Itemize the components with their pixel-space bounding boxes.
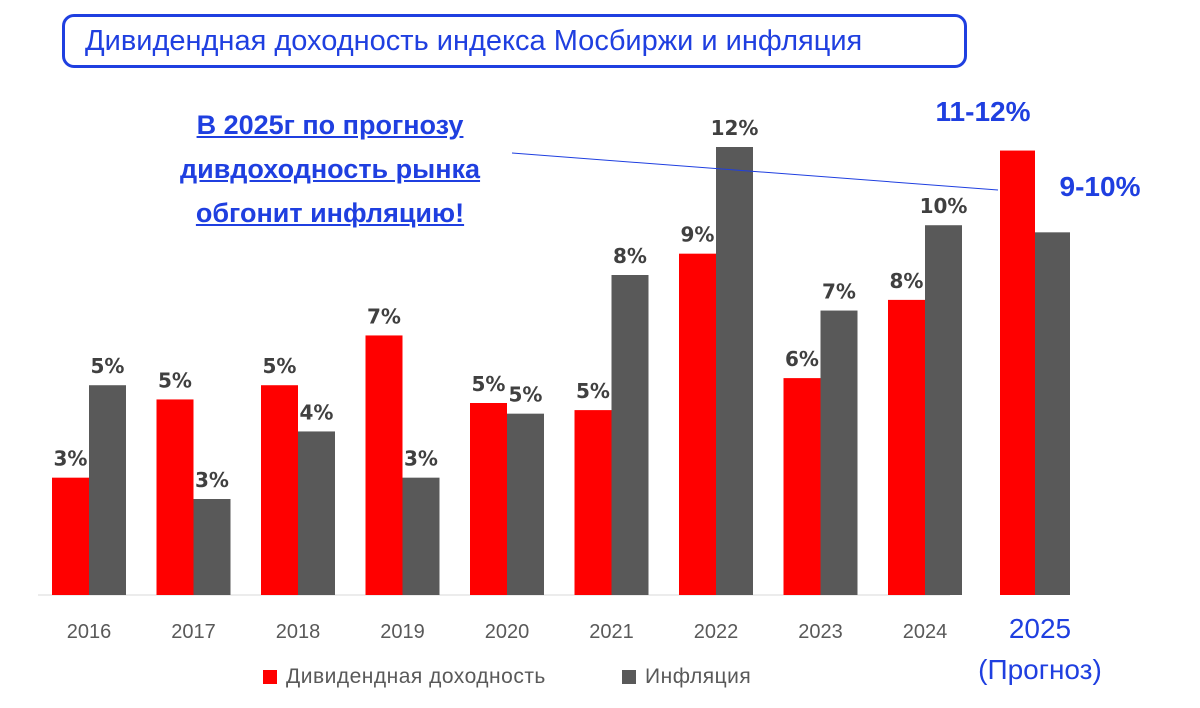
legend-label-dividend: Дивидендная доходность	[286, 665, 546, 688]
chart-title: Дивидендная доходность индекса Мосбиржи …	[85, 24, 863, 57]
data-label-dividend-2024: 8%	[890, 269, 924, 293]
legend-item-inflation: Инфляция	[622, 665, 751, 689]
data-label-inflation-2021: 8%	[613, 244, 647, 268]
x-tick-label-2019: 2019	[380, 621, 425, 643]
bar-inflation-2022	[716, 147, 753, 595]
data-label-inflation-2017: 3%	[195, 468, 229, 492]
legend-item-dividend: Дивидендная доходность	[263, 665, 546, 689]
data-label-inflation-2023: 7%	[822, 280, 856, 304]
bar-dividend-2021	[574, 410, 612, 595]
data-label-dividend-2017: 5%	[158, 368, 192, 392]
bar-inflation-2021	[611, 275, 649, 595]
bar-dividend-forecast	[1000, 150, 1035, 596]
x-tick-label-2020: 2020	[485, 621, 530, 643]
legend-swatch-inflation	[622, 670, 636, 684]
data-label-inflation-forecast: 9-10%	[1060, 171, 1141, 202]
data-label-dividend-2023: 6%	[785, 347, 819, 371]
callout-pointer-line	[511, 152, 999, 191]
bar-inflation-2018	[298, 431, 335, 595]
data-label-inflation-2016: 5%	[91, 354, 125, 378]
x-tick-label-2018: 2018	[276, 621, 321, 643]
data-label-dividend-2018: 5%	[263, 354, 297, 378]
data-label-dividend-2016: 3%	[54, 447, 88, 471]
callout-text: В 2025г по прогнозу дивдоходность рынка …	[140, 103, 520, 235]
bar-dividend-2023	[783, 378, 821, 595]
x-tick-label-2022: 2022	[694, 621, 739, 643]
x-tick-label-forecast: 2025	[1009, 613, 1071, 644]
bar-dividend-2019	[365, 335, 403, 595]
data-label-dividend-2020: 5%	[472, 372, 506, 396]
bar-dividend-2016	[52, 477, 89, 595]
title-box: Дивидендная доходность индекса Мосбиржи …	[62, 14, 967, 68]
bar-dividend-2020	[470, 403, 507, 595]
bar-dividend-2017	[156, 399, 194, 595]
bar-dividend-2024	[888, 299, 925, 595]
bar-inflation-2016	[89, 385, 126, 595]
data-label-dividend-2022: 9%	[681, 223, 715, 247]
callout-line-2: дивдоходность рынка	[179, 154, 481, 184]
bar-dividend-2018	[261, 385, 298, 595]
bar-inflation-forecast	[1035, 232, 1070, 596]
data-label-inflation-2019: 3%	[404, 447, 438, 471]
x-tick-label-2024: 2024	[903, 621, 948, 643]
callout-line-3: обгонит инфляцию!	[195, 198, 465, 228]
bar-inflation-2017	[193, 499, 231, 595]
data-label-dividend-forecast: 11-12%	[936, 96, 1031, 127]
legend-label-inflation: Инфляция	[645, 665, 752, 688]
callout-line-1: В 2025г по прогнозу	[196, 110, 464, 140]
data-label-inflation-2018: 4%	[300, 400, 334, 424]
x-tick-label-2016: 2016	[67, 621, 112, 643]
bar-inflation-2019	[402, 477, 440, 595]
data-label-inflation-2022: 12%	[711, 116, 759, 140]
x-tick-label-2023: 2023	[798, 621, 843, 643]
data-label-dividend-2021: 5%	[576, 379, 610, 403]
x-tick-label-2017: 2017	[171, 621, 216, 643]
x-tick-sublabel-forecast: (Прогноз)	[978, 654, 1102, 685]
legend-swatch-dividend	[263, 670, 277, 684]
data-label-inflation-2020: 5%	[509, 383, 543, 407]
x-tick-label-2021: 2021	[589, 621, 634, 643]
bar-inflation-2023	[820, 310, 858, 595]
bar-dividend-2022	[679, 253, 716, 595]
data-label-dividend-2019: 7%	[367, 304, 401, 328]
bar-inflation-2020	[507, 413, 544, 595]
bar-inflation-2024	[925, 225, 962, 595]
data-label-inflation-2024: 10%	[920, 194, 968, 218]
